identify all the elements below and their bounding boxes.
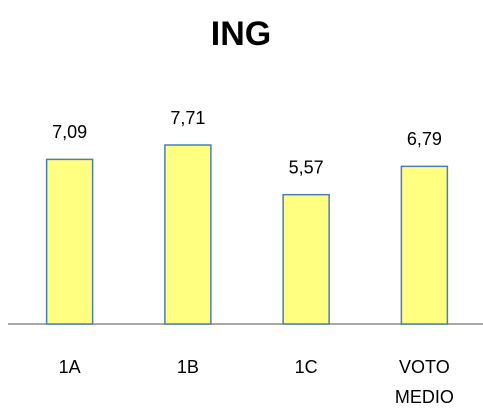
bar <box>400 165 449 325</box>
x-tick-label: 1C <box>294 357 318 377</box>
value-label: 7,09 <box>52 122 87 142</box>
value-label: 5,57 <box>289 157 324 177</box>
bar <box>282 193 330 325</box>
bar <box>45 158 94 325</box>
bar <box>164 144 212 325</box>
x-tick-label: 1A <box>58 357 81 377</box>
x-tick-label: VOTO MEDIO <box>394 357 454 407</box>
value-label: 6,79 <box>407 129 442 149</box>
chart-title: ING <box>211 15 271 53</box>
x-tick-label: 1B <box>176 357 199 377</box>
value-label: 7,71 <box>170 108 205 128</box>
